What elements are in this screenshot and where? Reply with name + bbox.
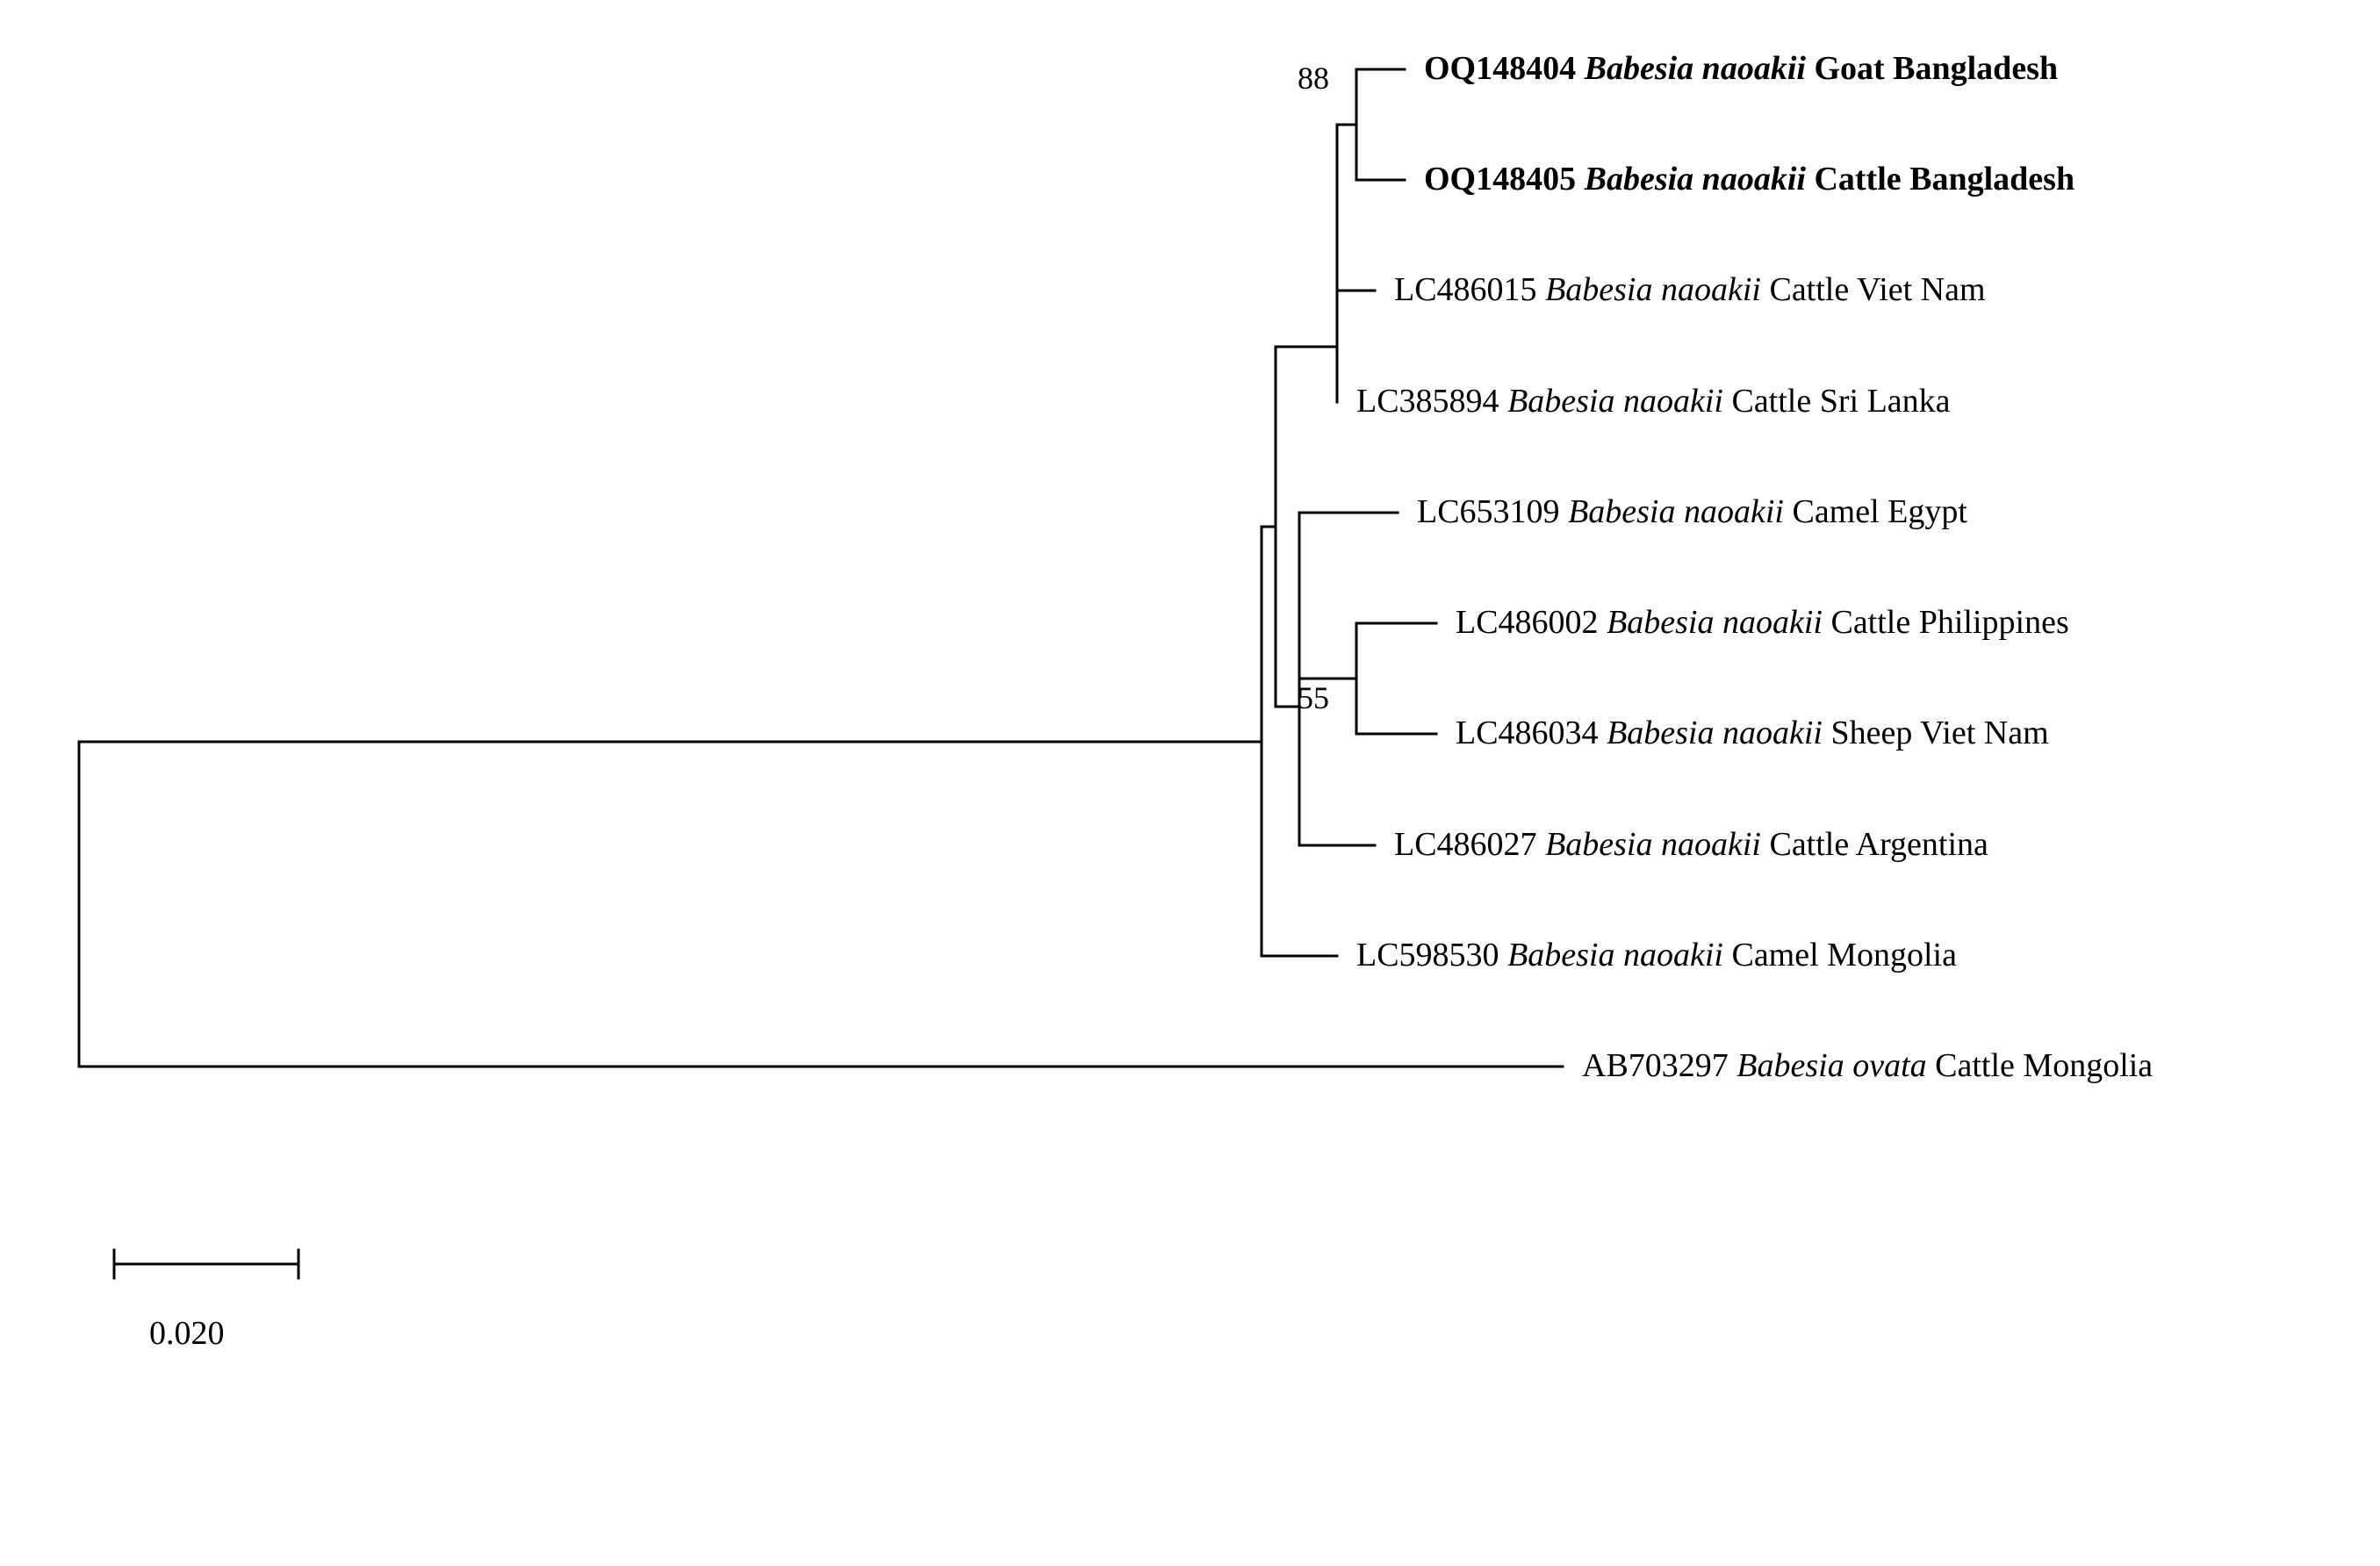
species-name: Babesia naoakii xyxy=(1607,715,1823,751)
taxon-metadata: Cattle Bangladesh xyxy=(1814,161,2074,198)
accession-number: LC653109 xyxy=(1417,493,1560,530)
taxon-label: LC486034 Babesia naoakii Sheep Viet Nam xyxy=(1456,714,2049,752)
species-name: Babesia naoakii xyxy=(1545,271,1761,308)
taxon-metadata: Cattle Mongolia xyxy=(1935,1047,2153,1084)
taxon-metadata: Cattle Sri Lanka xyxy=(1731,383,1950,420)
accession-number: OQ148404 xyxy=(1424,50,1576,87)
species-name: Babesia naoakii xyxy=(1568,493,1784,530)
species-name: Babesia naoakii xyxy=(1585,161,1806,198)
taxon-label: OQ148404 Babesia naoakii Goat Bangladesh xyxy=(1424,49,2058,88)
taxon-metadata: Sheep Viet Nam xyxy=(1830,715,2048,751)
taxon-label: AB703297 Babesia ovata Cattle Mongolia xyxy=(1582,1046,2153,1085)
accession-number: LC486015 xyxy=(1394,271,1537,308)
taxon-metadata: Cattle Viet Nam xyxy=(1769,271,1985,308)
accession-number: AB703297 xyxy=(1582,1047,1729,1084)
species-name: Babesia naoakii xyxy=(1585,50,1806,87)
bootstrap-value: 55 xyxy=(1298,679,1329,716)
accession-number: LC486027 xyxy=(1394,826,1537,863)
accession-number: OQ148405 xyxy=(1424,161,1576,198)
accession-number: LC486002 xyxy=(1456,604,1599,641)
tree-branches xyxy=(35,35,2345,1531)
taxon-label: LC653109 Babesia naoakii Camel Egypt xyxy=(1417,492,1967,531)
taxon-metadata: Cattle Philippines xyxy=(1830,604,2068,641)
taxon-label: LC486027 Babesia naoakii Cattle Argentin… xyxy=(1394,825,1988,864)
accession-number: LC486034 xyxy=(1456,715,1599,751)
species-name: Babesia ovata xyxy=(1736,1047,1926,1084)
taxon-label: LC486002 Babesia naoakii Cattle Philippi… xyxy=(1456,603,2069,642)
taxon-label: OQ148405 Babesia naoakii Cattle Banglade… xyxy=(1424,160,2074,198)
taxon-label: LC598530 Babesia naoakii Camel Mongolia xyxy=(1356,936,1957,974)
species-name: Babesia naoakii xyxy=(1507,937,1723,973)
taxon-metadata: Camel Mongolia xyxy=(1731,937,1956,973)
accession-number: LC598530 xyxy=(1356,937,1499,973)
phylogenetic-tree: OQ148404 Babesia naoakii Goat Bangladesh… xyxy=(35,35,2345,1531)
species-name: Babesia naoakii xyxy=(1607,604,1823,641)
taxon-metadata: Cattle Argentina xyxy=(1769,826,1988,863)
taxon-label: LC486015 Babesia naoakii Cattle Viet Nam xyxy=(1394,270,1986,309)
species-name: Babesia naoakii xyxy=(1507,383,1723,420)
taxon-metadata: Camel Egypt xyxy=(1792,493,1967,530)
scale-bar-label: 0.020 xyxy=(149,1314,225,1353)
accession-number: LC385894 xyxy=(1356,383,1499,420)
species-name: Babesia naoakii xyxy=(1545,826,1761,863)
bootstrap-value: 88 xyxy=(1298,60,1329,97)
taxon-label: LC385894 Babesia naoakii Cattle Sri Lank… xyxy=(1356,382,1951,420)
taxon-metadata: Goat Bangladesh xyxy=(1814,50,2058,87)
